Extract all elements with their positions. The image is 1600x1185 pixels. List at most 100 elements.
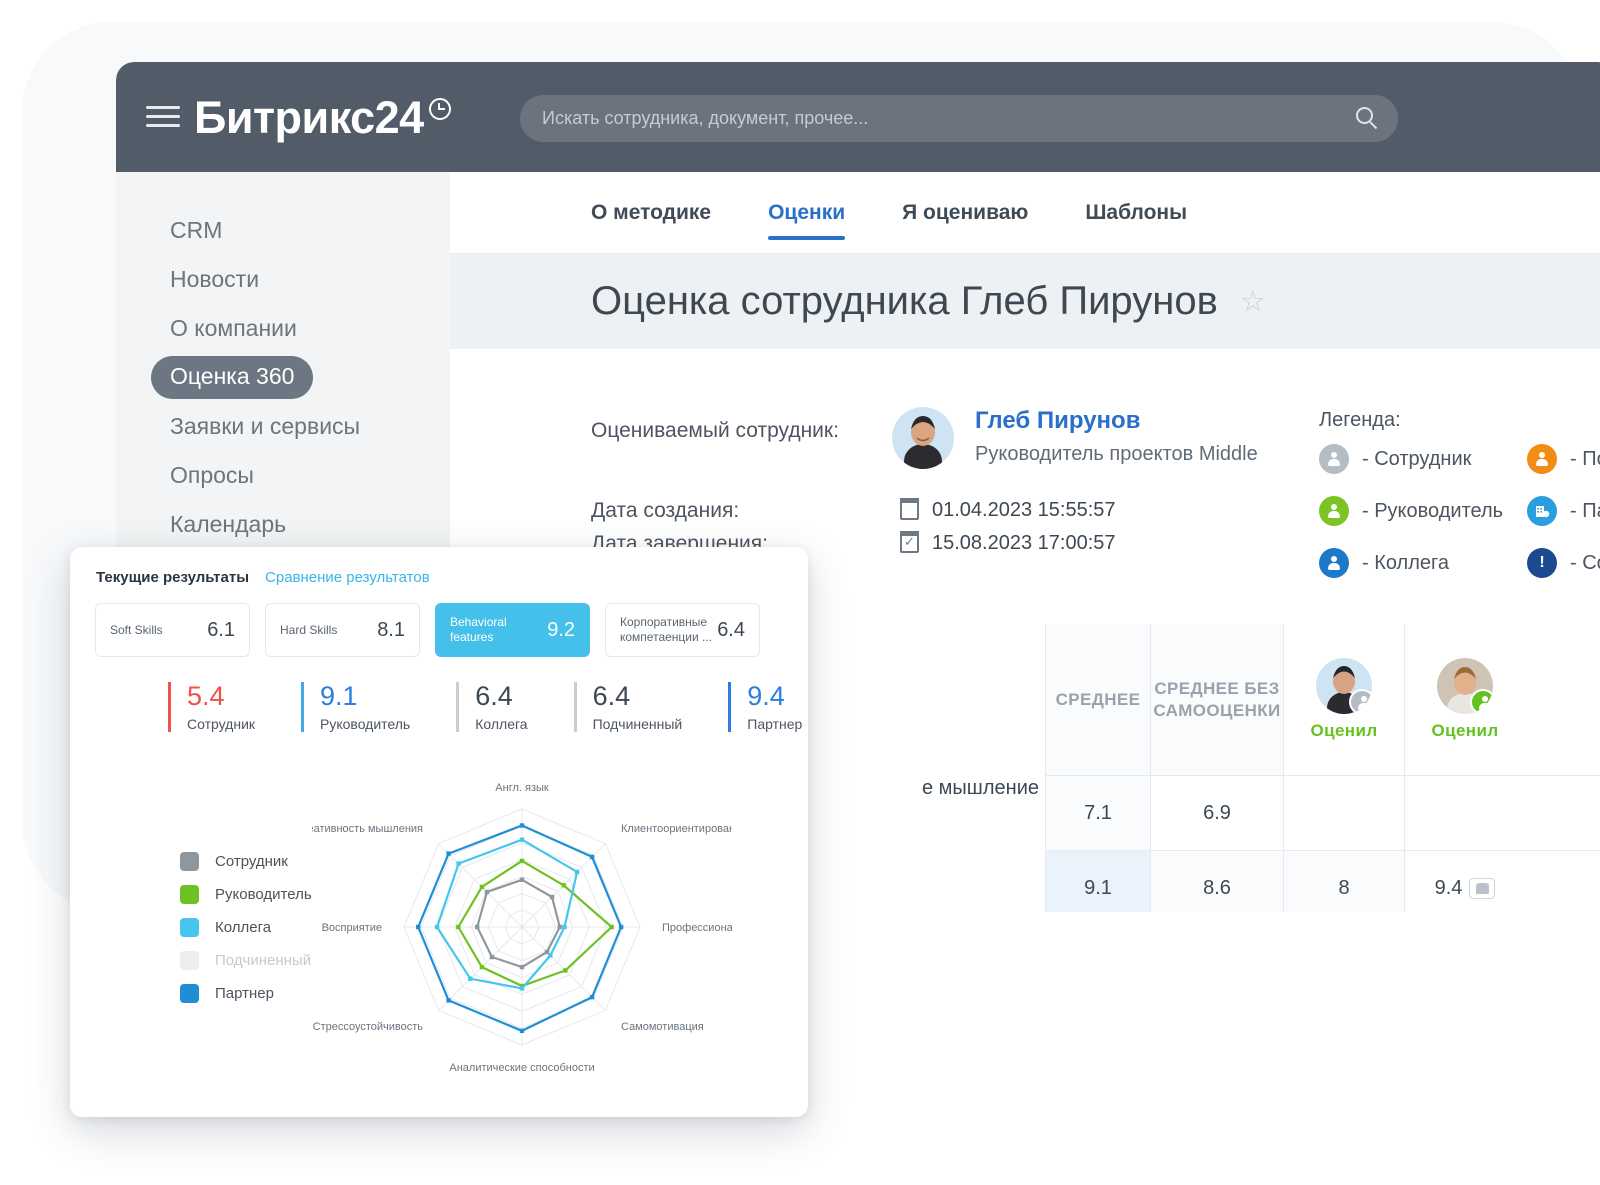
avatar[interactable] — [892, 407, 954, 469]
role-badge — [1470, 688, 1493, 714]
legend-item-partner: - Партнер — [1527, 496, 1600, 526]
table-row: 9.1 8.6 8 9.4 — [1045, 851, 1600, 912]
legend-item-employee-alert: ! - Сотрудник — [1527, 548, 1600, 578]
page-title: Оценка сотрудника Глеб Пирунов — [591, 279, 1218, 323]
sidebar-item-label: Новости — [170, 266, 260, 292]
radar-axis-label: Профессиональны... — [662, 922, 732, 934]
sidebar-item-label: Заявки и сервисы — [170, 413, 361, 439]
star-icon[interactable]: ☆ — [1239, 286, 1266, 318]
role-score-colleague: 6.4 Коллега — [456, 681, 528, 732]
sidebar-item-label: Опросы — [170, 462, 254, 488]
role-score-employee: 5.4 Сотрудник — [168, 681, 255, 732]
color-swatch — [180, 951, 199, 970]
chart-legend-item-employee[interactable]: Сотрудник — [180, 852, 312, 871]
chart-legend-item-colleague[interactable]: Коллега — [180, 918, 312, 937]
brand-label: Битрикс24 — [194, 92, 424, 143]
brand-logo[interactable]: Битрикс24 — [194, 92, 451, 144]
person-icon — [1319, 548, 1349, 578]
legend-title: Легенда: — [1319, 409, 1401, 431]
employee-label: Оцениваемый сотрудник: — [591, 419, 839, 442]
sidebar-item-requests[interactable]: Заявки и сервисы — [116, 402, 450, 451]
color-swatch — [180, 918, 199, 937]
avatar — [1437, 657, 1493, 714]
sidebar-item-news[interactable]: Новости — [116, 255, 450, 304]
global-search[interactable] — [520, 95, 1398, 142]
radar-axis-label: Креативность мышления — [312, 823, 423, 835]
legend-item-employee: - Сотрудник — [1319, 444, 1471, 474]
comment-icon[interactable] — [1469, 877, 1496, 899]
role-score-partner: 9.4 Партнер — [728, 681, 802, 732]
person-icon — [1319, 444, 1349, 474]
radar-axis-label: Клиентоориентированн... — [621, 823, 732, 835]
column-header-average-no-self: СРЕДНЕЕ БЕЗ САМООЦЕНКИ — [1150, 624, 1283, 775]
chart-legend-item-partner[interactable]: Партнер — [180, 984, 312, 1003]
clock-icon — [428, 98, 451, 120]
calendar-check-icon — [900, 531, 919, 553]
search-icon[interactable] — [1356, 107, 1378, 130]
main-content: О методике Оценки Я оцениваю Шаблоны Оце… — [450, 172, 1600, 912]
sidebar-item-company[interactable]: О компании — [116, 304, 450, 353]
radar-axis-label: Стрессоустойчивость — [313, 1021, 424, 1033]
table-row: 7.1 6.9 — [1045, 776, 1600, 851]
top-header-bar: Битрикс24 — [116, 62, 1600, 172]
legend-item-subordinate: - Подчиненный — [1527, 444, 1600, 474]
tab-templates[interactable]: Шаблоны — [1085, 200, 1188, 224]
skill-cards: Soft Skills 6.1 Hard Skills 8.1 Behavior… — [95, 603, 775, 657]
column-header-rater-1[interactable]: Оценил — [1283, 624, 1404, 775]
tab-about-method[interactable]: О методике — [591, 200, 712, 224]
person-icon — [1527, 444, 1557, 474]
tab-assessments[interactable]: Оценки — [768, 172, 846, 254]
sidebar-item-calendar[interactable]: Календарь — [116, 500, 450, 549]
tab-i-assess[interactable]: Я оцениваю — [902, 200, 1029, 224]
building-icon — [1527, 496, 1557, 526]
radar-axis-label: Самомотивация — [621, 1021, 704, 1033]
exclamation-icon: ! — [1527, 548, 1557, 578]
cell-rater-1 — [1283, 776, 1404, 850]
role-score-subordinate: 6.4 Подчиненный — [573, 681, 682, 732]
person-icon — [1319, 496, 1349, 526]
legend-item-manager: - Руководитель — [1319, 496, 1503, 526]
column-header-average: СРЕДНЕЕ — [1045, 624, 1150, 775]
cell-rater-2: 9.4 — [1404, 851, 1525, 912]
finished-value: 15.08.2023 17:00:57 — [932, 532, 1116, 554]
chart-legend-item-manager[interactable]: Руководитель — [180, 885, 312, 904]
sidebar-item-surveys[interactable]: Опросы — [116, 451, 450, 500]
created-value: 01.04.2023 15:55:57 — [932, 499, 1116, 521]
role-score-manager: 9.1 Руководитель — [301, 681, 410, 732]
column-header-rater-2[interactable]: Оценил — [1404, 624, 1525, 775]
radar-chart: Англ. язык Клиентоориентированн... Професс… — [295, 775, 768, 1105]
hamburger-icon[interactable] — [146, 106, 180, 130]
role-scores: 5.4 Сотрудник 9.1 Руководитель 6.4 Колле… — [168, 681, 808, 732]
sidebar-item-label: Календарь — [170, 511, 287, 537]
sidebar-item-crm[interactable]: CRM — [116, 206, 450, 255]
cell-average-no-self: 6.9 — [1150, 776, 1283, 850]
content-tabs: О методике Оценки Я оцениваю Шаблоны — [450, 172, 1600, 254]
radar-axis-label: Восприятие — [322, 922, 382, 934]
color-swatch — [180, 885, 199, 904]
skill-card-soft-skills[interactable]: Soft Skills 6.1 — [95, 603, 250, 657]
employee-role: Руководитель проектов Middle — [975, 443, 1258, 465]
table-header-row: СРЕДНЕЕ СРЕДНЕЕ БЕЗ САМООЦЕНКИ — [1045, 624, 1600, 776]
results-popup: Текущие результаты Сравнение результатов… — [70, 547, 808, 1117]
popup-tab-compare-results[interactable]: Сравнение результатов — [265, 569, 430, 586]
chart-legend-item-subordinate[interactable]: Подчиненный — [180, 951, 312, 970]
app-window: Битрикс24 CRM Новости О компании Оценка … — [116, 62, 1600, 912]
skill-card-corporate-competencies[interactable]: Корпоративные компетаенции ... 6.4 — [605, 603, 760, 657]
skill-card-behavioral-features[interactable]: Behavioral features 9.2 — [435, 603, 590, 657]
legend-item-colleague: - Коллега — [1319, 548, 1449, 578]
avatar — [1316, 657, 1372, 714]
radar-axis-label: Аналитические способности — [449, 1062, 594, 1074]
created-label: Дата создания: — [591, 499, 740, 522]
cell-average-no-self: 8.6 — [1150, 851, 1283, 912]
search-input[interactable] — [542, 95, 1342, 142]
popup-tab-current-results[interactable]: Текущие результаты — [96, 569, 250, 586]
cell-average: 9.1 — [1045, 851, 1150, 912]
skill-card-hard-skills[interactable]: Hard Skills 8.1 — [265, 603, 420, 657]
color-swatch — [180, 852, 199, 871]
assessment-table: СРЕДНЕЕ СРЕДНЕЕ БЕЗ САМООЦЕНКИ — [1045, 624, 1600, 912]
employee-name-link[interactable]: Глеб Пирунов — [975, 407, 1141, 434]
sidebar-item-label: О компании — [170, 315, 297, 341]
color-swatch — [180, 984, 199, 1003]
sidebar-item-assessment-360[interactable]: Оценка 360 — [116, 353, 450, 402]
